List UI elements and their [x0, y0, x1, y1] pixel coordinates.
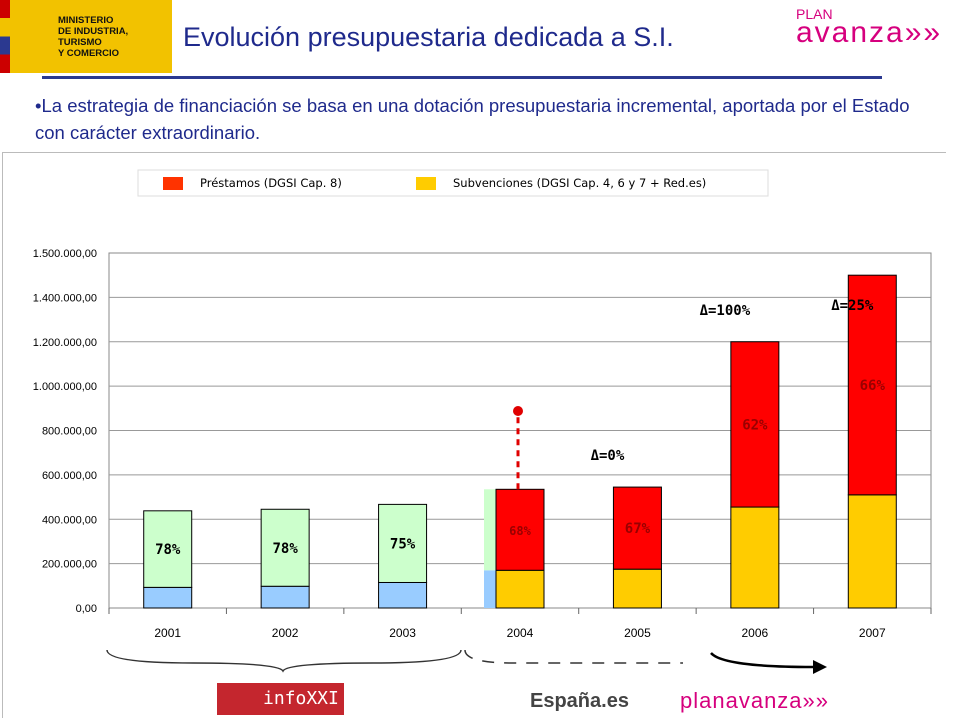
budget-chart-svg: Préstamos (DGSI Cap. 8) Subvenciones (DGS…	[33, 169, 932, 674]
delta-annotation: Δ=100%	[700, 303, 751, 319]
x-tick-label: 2007	[859, 626, 886, 640]
brace-espana	[464, 649, 683, 664]
delta-annotation: Δ=25%	[831, 298, 874, 314]
bar-segment-subvenciones	[495, 569, 545, 609]
espana-es-logo: España.es	[530, 690, 629, 712]
plan-logo-small-text: PLAN	[796, 6, 833, 22]
bar-segment-subvenciones	[378, 581, 428, 609]
bar-percent-label: 78%	[155, 542, 181, 558]
delta-annotation: Δ=0%	[591, 448, 625, 464]
bar-segment-subvenciones	[143, 586, 193, 609]
arrow-head	[813, 660, 827, 674]
y-tick-label: 600.000,00	[42, 470, 97, 482]
bar-segment-subvenciones	[260, 585, 310, 609]
y-tick-label: 1.200.000,00	[33, 337, 97, 349]
legend-box	[137, 169, 769, 197]
bar-percent-label: 68%	[509, 524, 531, 538]
y-tick-label: 1.000.000,00	[33, 381, 97, 393]
x-tick-label: 2002	[272, 626, 299, 640]
x-tick-label: 2003	[389, 626, 416, 640]
legend-swatch	[416, 177, 436, 190]
ministry-logo: MINISTERIO DE INDUSTRIA, TURISMO Y COMER…	[0, 0, 172, 73]
plan-avanza-logo: PLAN avanza»»	[796, 6, 942, 50]
bar-segment-prestamos	[495, 488, 545, 571]
arrow-plan-avanza	[710, 652, 814, 669]
bar-segment-subvenciones	[612, 568, 662, 609]
infoxxi-logo: infoXXI	[217, 683, 344, 715]
plan-start-dot	[513, 406, 523, 416]
bar-segment-prestamos	[612, 486, 662, 570]
bar-segment-subvenciones	[730, 506, 780, 609]
page-title: Evolución presupuestaria dedicada a S.I.	[183, 22, 674, 52]
y-tick-label: 800.000,00	[42, 426, 97, 438]
bar-percent-label: 62%	[742, 417, 768, 433]
bar-percent-label: 78%	[272, 541, 298, 557]
plan-logo-big-text: avanza»»	[796, 16, 943, 49]
y-tick-label: 0,00	[76, 603, 97, 615]
legend-label: Subvenciones (DGSI Cap. 4, 6 y 7 + Red.e…	[453, 176, 706, 190]
x-tick-label: 2004	[507, 626, 534, 640]
bar-percent-label: 66%	[860, 378, 886, 394]
y-tick-label: 1.500.000,00	[33, 248, 97, 260]
x-tick-label: 2005	[624, 626, 651, 640]
x-tick-label: 2001	[154, 626, 181, 640]
bar-segment-prestamos	[378, 503, 428, 583]
bar-segment-prestamos	[143, 510, 193, 588]
bar-segment-subvenciones	[847, 494, 897, 609]
x-tick-label: 2006	[742, 626, 769, 640]
bar-segment-prestamos	[847, 274, 897, 496]
y-tick-label: 400.000,00	[42, 514, 97, 526]
title-divider	[42, 76, 882, 79]
y-tick-label: 200.000,00	[42, 559, 97, 571]
bar-segment-prestamos	[260, 508, 310, 587]
ministry-logo-text: MINISTERIO DE INDUSTRIA, TURISMO Y COMER…	[58, 15, 129, 59]
plan-avanza-footer-logo: planavanza»»	[680, 688, 830, 713]
y-tick-label: 1.400.000,00	[33, 292, 97, 304]
flag-stripe	[0, 0, 10, 73]
bar-percent-label: 67%	[625, 521, 651, 537]
legend-swatch	[163, 177, 183, 190]
bullet-text: •La estrategia de financiación se basa e…	[35, 95, 910, 143]
legend-label: Préstamos (DGSI Cap. 8)	[200, 176, 342, 190]
budget-chart: Préstamos (DGSI Cap. 8) Subvenciones (DGS…	[2, 152, 946, 718]
bar-segment-prestamos	[730, 341, 780, 508]
bar-percent-label: 75%	[390, 536, 416, 552]
brace-infoxxi	[106, 649, 462, 673]
